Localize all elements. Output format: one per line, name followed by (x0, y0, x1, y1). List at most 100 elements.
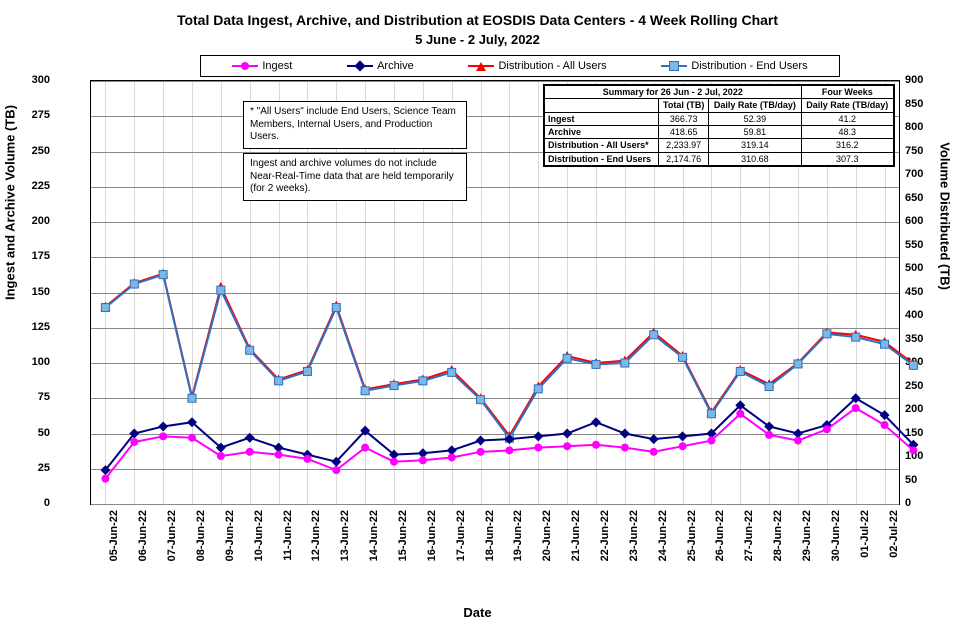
legend-label: Distribution - End Users (691, 60, 807, 72)
series-marker-ingest (275, 451, 283, 459)
y-right-tick: 350 (905, 333, 940, 345)
series-marker-dist-end (448, 368, 456, 376)
x-tick: 08-Jun-22 (195, 510, 207, 561)
series-marker-ingest (707, 437, 715, 445)
series-marker-dist-end (419, 377, 427, 385)
legend-swatch-dist-end (661, 60, 687, 72)
y-left-tick: 200 (15, 215, 50, 227)
x-tick: 07-Jun-22 (166, 510, 178, 561)
y-right-tick: 600 (905, 215, 940, 227)
y-right-tick: 150 (905, 427, 940, 439)
series-marker-ingest (621, 444, 629, 452)
x-tick: 30-Jun-22 (830, 510, 842, 561)
y-right-tick: 450 (905, 286, 940, 298)
series-marker-ingest (246, 448, 254, 456)
y-left-tick: 50 (15, 427, 50, 439)
x-tick: 19-Jun-22 (512, 510, 524, 561)
x-tick: 09-Jun-22 (224, 510, 236, 561)
chart-frame: Total Data Ingest, Archive, and Distribu… (0, 0, 955, 636)
series-marker-ingest (332, 466, 340, 474)
x-axis-label: Date (0, 605, 955, 620)
x-tick: 11-Jun-22 (282, 510, 294, 561)
x-tick: 16-Jun-22 (426, 510, 438, 561)
series-marker-ingest (505, 446, 513, 454)
x-tick: 15-Jun-22 (397, 510, 409, 561)
x-tick: 21-Jun-22 (570, 510, 582, 561)
series-marker-ingest (188, 434, 196, 442)
x-tick: 22-Jun-22 (599, 510, 611, 561)
series-marker-dist-end (477, 396, 485, 404)
y-left-tick: 275 (15, 109, 50, 121)
gridline-h (91, 504, 899, 505)
series-marker-ingest (650, 448, 658, 456)
legend-item-dist-all: Distribution - All Users (468, 60, 606, 72)
series-marker-dist-end (332, 304, 340, 312)
series-marker-dist-end (881, 340, 889, 348)
series-marker-dist-end (246, 346, 254, 354)
legend-label: Archive (377, 60, 414, 72)
series-marker-ingest (881, 421, 889, 429)
y-left-tick: 0 (15, 497, 50, 509)
y-right-tick: 500 (905, 262, 940, 274)
series-marker-dist-end (217, 286, 225, 294)
series-marker-ingest (534, 444, 542, 452)
series-marker-dist-end (765, 383, 773, 391)
x-tick: 13-Jun-22 (339, 510, 351, 561)
y-left-tick: 100 (15, 356, 50, 368)
series-marker-ingest (909, 446, 917, 454)
chart-title: Total Data Ingest, Archive, and Distribu… (0, 12, 955, 28)
series-marker-ingest (592, 441, 600, 449)
plot-area: * "All Users" include End Users, Science… (90, 80, 900, 505)
series-marker-dist-end (823, 330, 831, 338)
x-tick: 28-Jun-22 (772, 510, 784, 561)
y-right-tick: 700 (905, 168, 940, 180)
series-marker-dist-end (592, 360, 600, 368)
series-marker-dist-end (275, 377, 283, 385)
series-marker-ingest (679, 442, 687, 450)
y-left-tick: 75 (15, 391, 50, 403)
series-marker-archive (620, 429, 630, 439)
x-tick: 24-Jun-22 (657, 510, 669, 561)
x-tick: 23-Jun-22 (628, 510, 640, 561)
series-marker-dist-end (563, 354, 571, 362)
series-marker-archive (678, 431, 688, 441)
series-marker-archive (476, 436, 486, 446)
y-right-tick: 400 (905, 309, 940, 321)
series-marker-archive (562, 429, 572, 439)
series-marker-ingest (130, 438, 138, 446)
y-left-tick: 250 (15, 145, 50, 157)
series-marker-dist-end (679, 353, 687, 361)
y-right-tick: 200 (905, 403, 940, 415)
series-marker-dist-end (361, 387, 369, 395)
series-line-dist-all (105, 274, 913, 436)
series-marker-ingest (477, 448, 485, 456)
legend-item-ingest: Ingest (232, 60, 292, 72)
y-right-tick: 550 (905, 239, 940, 251)
series-marker-ingest (101, 475, 109, 483)
y-left-tick: 125 (15, 321, 50, 333)
series-marker-archive (158, 421, 168, 431)
legend: Ingest Archive Distribution - All Users … (200, 55, 840, 77)
series-marker-ingest (563, 442, 571, 450)
series-svg (91, 81, 899, 504)
x-tick: 10-Jun-22 (253, 510, 265, 561)
y-left-tick: 225 (15, 180, 50, 192)
y-right-tick: 750 (905, 145, 940, 157)
series-marker-archive (649, 434, 659, 444)
legend-swatch-ingest (232, 60, 258, 72)
series-marker-dist-end (303, 367, 311, 375)
y-right-tick: 800 (905, 121, 940, 133)
x-tick: 26-Jun-22 (714, 510, 726, 561)
x-tick: 17-Jun-22 (455, 510, 467, 561)
series-marker-ingest (390, 458, 398, 466)
series-marker-ingest (765, 431, 773, 439)
legend-swatch-archive (347, 60, 373, 72)
series-marker-ingest (217, 452, 225, 460)
series-marker-dist-end (852, 333, 860, 341)
series-marker-ingest (852, 404, 860, 412)
y-left-tick: 150 (15, 286, 50, 298)
y-right-tick: 650 (905, 192, 940, 204)
legend-item-dist-end: Distribution - End Users (661, 60, 807, 72)
chart-subtitle: 5 June - 2 July, 2022 (0, 32, 955, 47)
x-tick: 02-Jul-22 (888, 510, 900, 558)
